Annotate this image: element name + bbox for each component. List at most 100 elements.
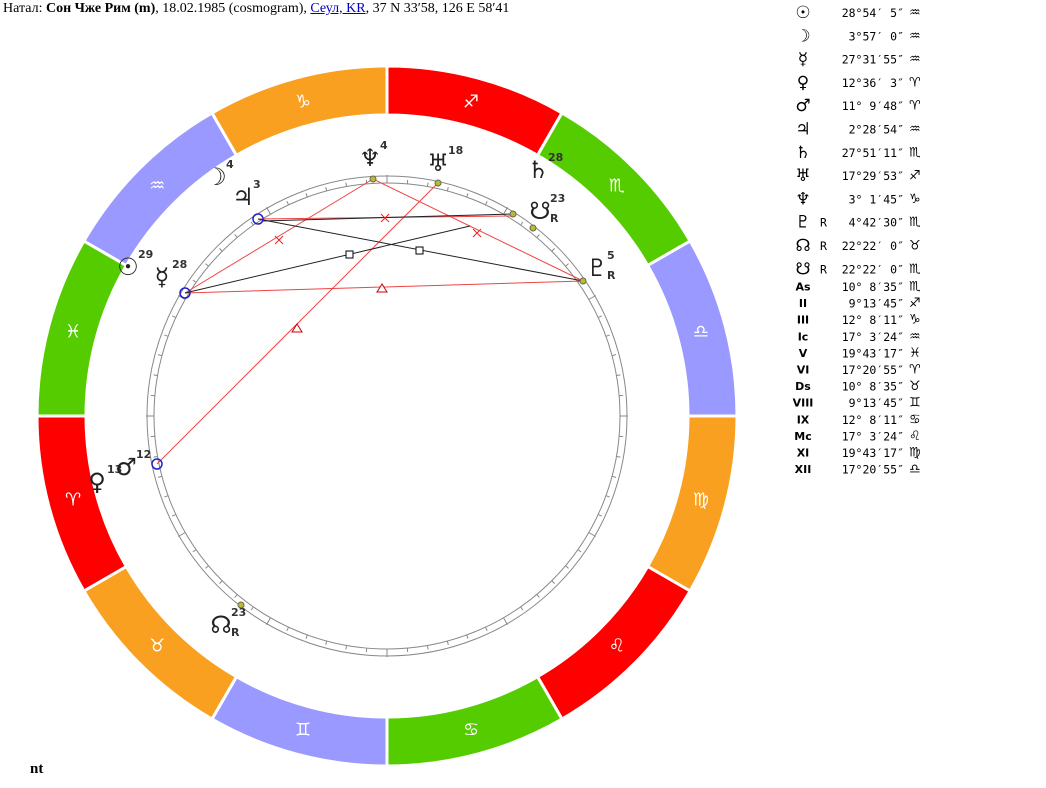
planet-glyph: ☋ (529, 197, 550, 225)
table-position: 17°20′55″ (842, 363, 904, 377)
aspect-symbol (380, 213, 390, 223)
tick (266, 207, 271, 215)
planet-degree: 13 (107, 463, 122, 476)
table-glyph: Ic (798, 330, 809, 343)
planet-retrograde: R (607, 269, 616, 282)
tick (597, 315, 603, 318)
table-sign: ♋ (909, 412, 921, 427)
table-glyph: ♆ (795, 189, 810, 209)
tick (446, 186, 449, 192)
table-position: 17°29′53″ (842, 169, 904, 183)
table-sign: ♎ (909, 462, 921, 477)
table-position: 17° 3′24″ (842, 330, 904, 344)
table-position: 17°20′55″ (842, 463, 904, 477)
zodiac-sign: ♏ (609, 176, 625, 197)
table-position: 27°51′11″ (842, 146, 904, 160)
tick (485, 626, 488, 632)
tick (466, 193, 469, 198)
table-glyph: VIII (793, 397, 814, 410)
table-position: 12° 8′11″ (842, 313, 904, 327)
table-position: 12° 8′11″ (842, 413, 904, 427)
table-glyph: XII (795, 463, 812, 476)
tick (153, 374, 158, 377)
planet-glyph: ♂ (115, 453, 137, 481)
aspect-symbol (291, 323, 303, 333)
table-position: 9°13′45″ (842, 396, 904, 410)
aspect-line (184, 225, 471, 294)
table-glyph: ♄ (795, 143, 810, 163)
table-position: 19°43′17″ (842, 346, 904, 360)
tick (616, 455, 621, 458)
planet-points (151, 175, 587, 609)
tick (192, 549, 197, 553)
tick (466, 634, 469, 639)
planet-glyph: ☊ (210, 611, 231, 639)
tick (305, 193, 308, 198)
tick (520, 606, 524, 611)
aspect-line (261, 213, 514, 222)
table-glyph: V (799, 347, 808, 360)
tick (171, 315, 177, 318)
header-coords: , 37 N 33′58, 126 E 58′41 (365, 1, 510, 16)
tick (616, 374, 621, 377)
tick (234, 234, 238, 238)
table-position: 17° 3′24″ (842, 429, 904, 443)
tick (536, 594, 540, 598)
table-sign: ♈ (909, 75, 921, 90)
tick (503, 617, 508, 625)
table-sign: ♐ (909, 169, 921, 184)
tick (205, 565, 209, 569)
zodiac-sign: ♋ (463, 719, 479, 740)
table-glyph: Ds (795, 380, 811, 393)
table-retrograde: R (820, 216, 827, 230)
planet-glyph: ♇ (586, 254, 608, 282)
planet-glyph: ♀ (88, 468, 106, 496)
zodiac-sign: ♓ (65, 321, 81, 342)
table-glyph: As (795, 281, 811, 294)
tick (588, 295, 596, 300)
positions-table: ☉ 28°54′ 5″ ♒ ☽ 3°57′ 0″ ♒ ☿ 27°31′55″ ♒ ♀ 12°36′… (793, 3, 921, 477)
tick (611, 475, 617, 478)
planet-dot (179, 287, 191, 299)
zodiac-sign: ♌ (609, 635, 625, 656)
tick (219, 580, 223, 584)
planet-degree: 23 (550, 192, 565, 205)
zodiac-segment (209, 64, 389, 158)
aspect-symbol (415, 246, 424, 255)
table-position: 10° 8′35″ (842, 380, 904, 394)
tick (164, 334, 169, 337)
tick (565, 263, 569, 267)
tick (286, 200, 289, 206)
planet-glyph: ☽ (205, 163, 227, 191)
tick (536, 234, 540, 238)
zodiac-ring: ♐ ♏ ♎ ♍ ♌ ♋ ♊ ♉ ♈ ♓ ♒ ♑ (35, 64, 739, 768)
tick (286, 626, 289, 632)
tick (219, 248, 223, 252)
table-position: 11° 9′48″ (842, 99, 904, 113)
tick (597, 514, 603, 517)
degree-ticks (146, 175, 628, 657)
tick (325, 186, 328, 192)
tick (250, 606, 254, 611)
table-sign: ♒ (909, 329, 921, 344)
planet-degree: 28 (172, 258, 187, 271)
tick (426, 182, 429, 187)
table-sign: ♓ (909, 346, 921, 361)
zodiac-sign: ♎ (693, 321, 709, 342)
table-glyph: ☋ (795, 259, 810, 279)
tick (157, 475, 163, 478)
table-glyph: ☊ (795, 236, 810, 256)
header-details: , 18.02.1985 (cosmogram), (155, 1, 311, 16)
table-glyph: VI (797, 364, 810, 377)
table-glyph: IX (797, 413, 810, 426)
table-sign: ♒ (909, 29, 921, 44)
tick (171, 514, 177, 517)
table-glyph: II (799, 297, 807, 310)
place-link[interactable]: Сеул, KR (310, 1, 366, 16)
tick (605, 334, 610, 337)
zodiac-sign: ♊ (295, 719, 311, 740)
table-position: 12°36′ 3″ (842, 76, 904, 90)
table-position: 2°28′54″ (842, 123, 904, 137)
wheel-planets: ♆ 4♅ 18♄ 28☋ 23R♇ 5R☽ 4♃ 3☉ 29☿ 28♀ 13♂ 12☊ 23R (88, 139, 616, 639)
